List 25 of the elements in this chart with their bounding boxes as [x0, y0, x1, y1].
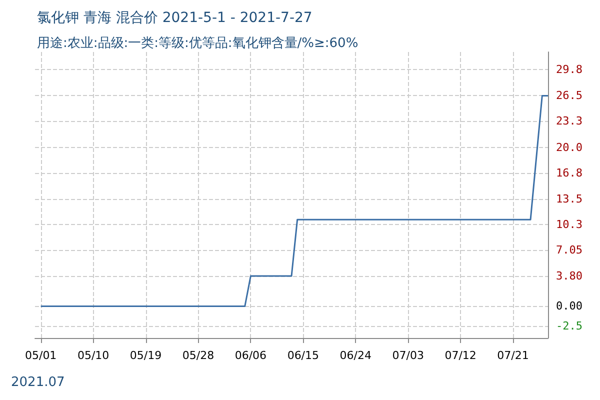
x-tick-label: 05/01 [24, 349, 57, 362]
y-tick-label: 16.8 [556, 166, 582, 180]
x-tick-label: 05/28 [182, 349, 214, 362]
x-tick-label: 05/19 [130, 349, 162, 362]
chart-subtitle: 用途:农业:品级:一类:等级:优等品:氧化钾含量/%≥:60% [37, 36, 358, 51]
x-tick-label: 06/06 [234, 349, 267, 362]
x-tick-label: 07/12 [444, 349, 476, 362]
y-tick-label: 3.80 [556, 270, 582, 283]
y-tick-label: -2.5 [556, 320, 582, 333]
x-tick-label: 06/15 [287, 349, 320, 362]
x-tick-label: 07/03 [392, 349, 424, 362]
line-series [40, 94, 549, 307]
x-tick-label: 07/21 [497, 349, 529, 362]
text: 2021.07 [11, 375, 65, 390]
y-tick-label: 26.5 [556, 89, 582, 102]
y-tick-label: 0.00 [556, 300, 582, 313]
y-tick-label: 10.3 [556, 218, 582, 231]
x-tick-label: 05/10 [77, 349, 110, 362]
y-tick-label: 20.0 [556, 140, 582, 154]
y-tick-label: 29.8 [556, 62, 582, 76]
y-tick-label: 7.05 [556, 244, 582, 257]
y-tick-label: 23.3 [556, 114, 582, 128]
x-tick-label: 06/24 [340, 349, 372, 362]
chart-title: 氯化钾 青海 混合价 2021-5-1 - 2021-7-27 [37, 10, 312, 26]
y-tick-label: 13.5 [556, 192, 582, 206]
